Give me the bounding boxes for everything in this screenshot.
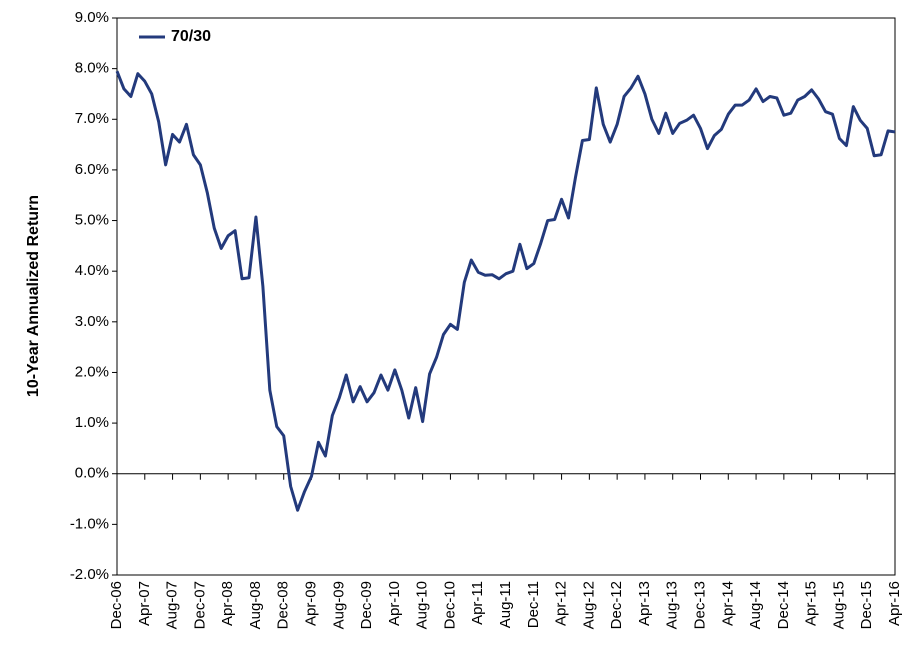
x-tick-label: Aug-09	[330, 581, 347, 629]
x-tick-label: Dec-08	[275, 581, 292, 629]
x-tick-label: Apr-16	[886, 581, 903, 626]
y-tick-label: 8.0%	[75, 60, 109, 77]
x-tick-label: Apr-11	[469, 581, 486, 625]
data-line	[115, 70, 896, 512]
x-tick-label: Dec-15	[858, 581, 875, 629]
x-tick-label: Aug-14	[747, 581, 764, 629]
plot-frame	[116, 17, 896, 576]
x-tick-label: Apr-10	[386, 581, 403, 626]
x-tick-label: Aug-12	[580, 581, 597, 629]
y-tick-label: 4.0%	[75, 262, 109, 279]
x-tick-label: Dec-11	[525, 581, 542, 628]
x-tick-label: Aug-10	[414, 581, 431, 629]
y-tick-label: 5.0%	[75, 212, 109, 229]
x-tick-label: Dec-14	[775, 581, 792, 629]
y-tick-label: 2.0%	[75, 363, 109, 380]
x-tick-label: Aug-11	[497, 581, 514, 628]
x-tick-label: Apr-13	[636, 581, 653, 626]
y-tick-label: 3.0%	[75, 313, 109, 330]
x-tick-label: Dec-06	[108, 581, 125, 629]
x-tick-label: Dec-13	[691, 581, 708, 629]
x-tick-label: Apr-09	[302, 581, 319, 626]
y-axis-title: 10-Year Annualized Return	[25, 195, 42, 397]
x-tick-label: Aug-13	[664, 581, 681, 629]
legend-label: 70/30	[171, 28, 211, 45]
x-tick-label: Apr-14	[719, 581, 736, 626]
y-tick-label: 6.0%	[75, 161, 109, 178]
y-tick-label: 9.0%	[75, 9, 109, 26]
x-tick-label: Aug-15	[830, 581, 847, 629]
y-tick-label: 1.0%	[75, 414, 109, 431]
x-tick-label: Dec-12	[608, 581, 625, 629]
x-tick-label: Aug-08	[247, 581, 264, 629]
x-tick-label: Apr-08	[219, 581, 236, 626]
y-tick-label: -1.0%	[70, 515, 109, 532]
y-tick-label: -2.0%	[70, 566, 109, 583]
x-tick-label: Dec-10	[441, 581, 458, 629]
x-tick-label: Apr-07	[136, 581, 153, 626]
x-tick-label: Aug-07	[164, 581, 181, 629]
x-tick-label: Apr-12	[553, 581, 570, 626]
x-tick-label: Apr-15	[803, 581, 820, 626]
y-tick-label: 0.0%	[75, 465, 109, 482]
x-tick-label: Dec-07	[191, 581, 208, 629]
x-tick-label: Dec-09	[358, 581, 375, 629]
y-tick-label: 7.0%	[75, 110, 109, 127]
